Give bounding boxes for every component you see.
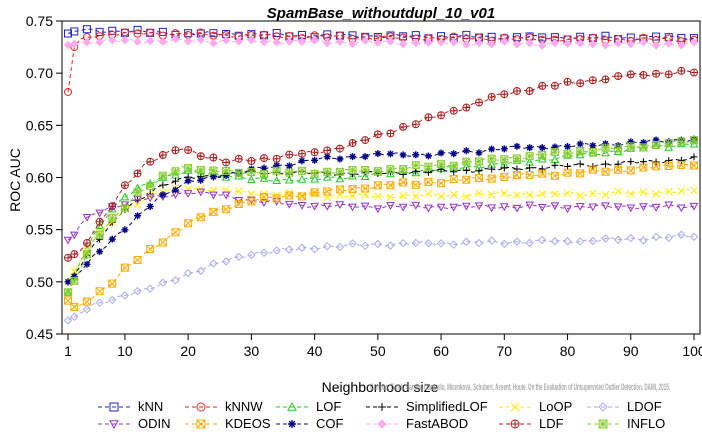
legend-marker — [598, 402, 608, 412]
series-markers — [64, 160, 698, 311]
x-axis: 1 10 20 30 40 50 60 70 80 90 100 — [64, 334, 702, 359]
series-markers — [63, 230, 699, 325]
legend-label: KDEOS — [225, 416, 271, 431]
x-tick-label: 30 — [244, 343, 260, 359]
y-axis: 0.45 0.50 0.55 0.60 0.65 0.70 0.75 — [26, 13, 62, 342]
series-line — [67, 143, 695, 293]
legend-label: INFLO — [627, 416, 665, 431]
legend-marker — [510, 419, 520, 429]
legend-marker — [598, 419, 608, 429]
x-tick-label: 90 — [623, 343, 639, 359]
legend-label: kNNW — [225, 399, 263, 414]
y-tick-label: 0.45 — [26, 326, 53, 342]
legend-label: LDOF — [627, 399, 662, 414]
series-cof — [64, 135, 698, 286]
x-tick-label: 50 — [370, 343, 386, 359]
legend-marker — [378, 403, 386, 411]
series-ldf — [64, 66, 698, 262]
legend-item-fastabod: FastABOD — [366, 416, 468, 431]
legend: kNN kNNW LOF SimplifiedLOF LoOP LDOF ODIN KDEOS… — [98, 399, 665, 431]
chart-title: SpamBase_withoutdupl_10_v01 — [267, 5, 495, 22]
watermark-text: Campos, Zimek, Sander, Campello, Micenko… — [370, 382, 670, 392]
legend-label: LDF — [539, 416, 564, 431]
y-tick-label: 0.75 — [26, 13, 53, 29]
legend-item-kdeos: KDEOS — [185, 416, 271, 431]
legend-marker — [288, 420, 296, 428]
y-tick-label: 0.55 — [26, 222, 53, 238]
legend-marker — [109, 402, 119, 412]
legend-label: LoOP — [539, 399, 572, 414]
series-kdeos — [64, 160, 698, 311]
legend-marker — [196, 402, 206, 412]
legend-item-knn: kNN — [98, 399, 163, 414]
x-tick-label: 60 — [433, 343, 449, 359]
series-layer — [63, 25, 699, 325]
legend-label: LOF — [316, 399, 341, 414]
legend-label: SimplifiedLOF — [406, 399, 488, 414]
series-markers — [64, 136, 698, 297]
legend-label: kNN — [138, 399, 163, 414]
series-ldof — [63, 230, 699, 325]
legend-item-loop: LoOP — [499, 399, 572, 414]
legend-label: FastABOD — [406, 416, 468, 431]
x-tick-label: 70 — [497, 343, 513, 359]
legend-item-odin: ODIN — [98, 416, 171, 431]
x-axis-label: Neighborhood size — [322, 379, 439, 395]
legend-item-ldof: LDOF — [587, 399, 662, 414]
legend-item-lof: LOF — [276, 399, 341, 414]
legend-item-cof: COF — [276, 416, 344, 431]
x-tick-label: 40 — [307, 343, 323, 359]
x-tick-label: 1 — [64, 343, 72, 359]
series-markers — [64, 28, 698, 96]
y-axis-label: ROC AUC — [7, 148, 23, 212]
plot-frame — [61, 20, 701, 335]
y-tick-label: 0.65 — [26, 117, 53, 133]
legend-item-simplifiedlof: SimplifiedLOF — [366, 399, 488, 414]
y-tick-label: 0.60 — [26, 170, 53, 186]
series-loop — [64, 184, 698, 286]
legend-marker — [196, 419, 206, 429]
legend-marker — [510, 402, 520, 412]
series-line — [67, 187, 695, 283]
legend-label: COF — [316, 416, 344, 431]
legend-marker — [377, 419, 387, 429]
x-tick-label: 80 — [560, 343, 576, 359]
series-markers — [64, 135, 698, 286]
series-line — [67, 139, 695, 293]
series-line — [67, 191, 695, 241]
series-line — [67, 70, 695, 259]
x-tick-label: 10 — [117, 343, 133, 359]
series-inflo — [64, 136, 698, 297]
x-tick-label: 100 — [682, 343, 702, 359]
series-markers — [64, 184, 698, 286]
series-fastabod — [63, 34, 699, 50]
legend-item-inflo: INFLO — [587, 416, 665, 431]
series-line — [67, 234, 695, 321]
legend-label: ODIN — [138, 416, 171, 431]
series-markers — [63, 34, 699, 50]
legend-marker — [287, 401, 297, 411]
series-knnw — [64, 28, 698, 96]
legend-item-knnw: kNNW — [185, 399, 263, 414]
legend-marker — [109, 420, 119, 430]
x-tick-label: 20 — [180, 343, 196, 359]
y-tick-label: 0.70 — [26, 65, 53, 81]
legend-item-ldf: LDF — [499, 416, 564, 431]
series-line — [67, 138, 695, 283]
y-tick-label: 0.50 — [26, 274, 53, 290]
series-markers — [64, 66, 698, 262]
